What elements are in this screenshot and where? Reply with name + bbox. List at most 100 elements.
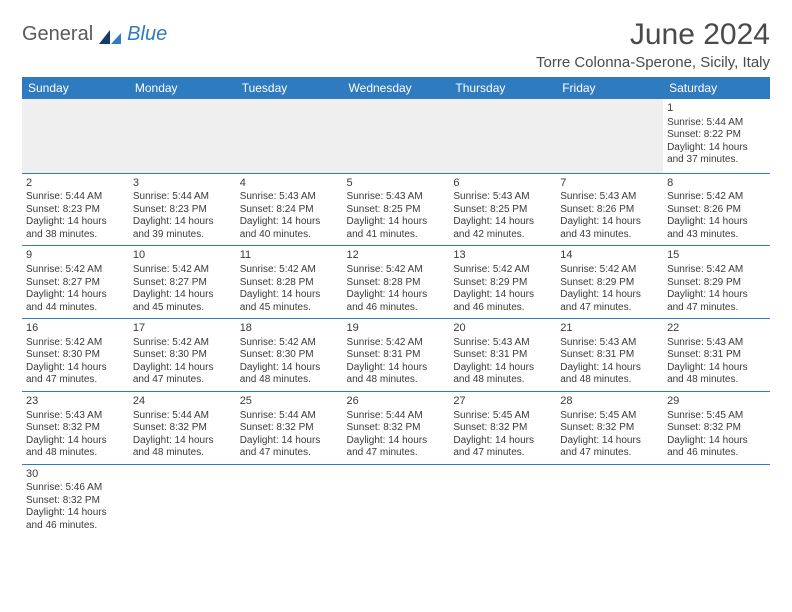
day-sunset: Sunset: 8:29 PM xyxy=(453,277,552,290)
day-number: 11 xyxy=(240,249,339,263)
day-sunrise: Sunrise: 5:43 AM xyxy=(560,191,659,204)
day-day1: Daylight: 14 hours xyxy=(133,289,232,302)
day-day1: Daylight: 14 hours xyxy=(453,216,552,229)
day-sunrise: Sunrise: 5:42 AM xyxy=(453,264,552,277)
day-sunrise: Sunrise: 5:43 AM xyxy=(347,191,446,204)
day-number: 23 xyxy=(26,395,125,409)
day-sunrise: Sunrise: 5:42 AM xyxy=(667,191,766,204)
day-day2: and 37 minutes. xyxy=(667,154,766,167)
empty-cell xyxy=(343,464,450,536)
day-cell: 4Sunrise: 5:43 AMSunset: 8:24 PMDaylight… xyxy=(236,173,343,246)
day-day1: Daylight: 14 hours xyxy=(347,435,446,448)
day-cell: 8Sunrise: 5:42 AMSunset: 8:26 PMDaylight… xyxy=(663,173,770,246)
week-row: 23Sunrise: 5:43 AMSunset: 8:32 PMDayligh… xyxy=(22,391,770,464)
day-sunset: Sunset: 8:32 PM xyxy=(453,422,552,435)
day-sunrise: Sunrise: 5:46 AM xyxy=(26,482,125,495)
day-sunset: Sunset: 8:27 PM xyxy=(133,277,232,290)
day-sunrise: Sunrise: 5:43 AM xyxy=(240,191,339,204)
day-number: 27 xyxy=(453,395,552,409)
day-day2: and 48 minutes. xyxy=(560,374,659,387)
day-sunset: Sunset: 8:31 PM xyxy=(667,349,766,362)
day-sunset: Sunset: 8:28 PM xyxy=(347,277,446,290)
day-sunrise: Sunrise: 5:42 AM xyxy=(26,337,125,350)
day-day2: and 41 minutes. xyxy=(347,229,446,242)
day-sunrise: Sunrise: 5:42 AM xyxy=(133,337,232,350)
empty-cell xyxy=(236,464,343,536)
empty-cell xyxy=(663,464,770,536)
day-day1: Daylight: 14 hours xyxy=(26,289,125,302)
day-sunrise: Sunrise: 5:44 AM xyxy=(133,191,232,204)
day-day2: and 47 minutes. xyxy=(26,374,125,387)
day-day1: Daylight: 14 hours xyxy=(133,216,232,229)
day-number: 16 xyxy=(26,322,125,336)
brand-part2: Blue xyxy=(127,24,167,44)
day-cell: 17Sunrise: 5:42 AMSunset: 8:30 PMDayligh… xyxy=(129,319,236,392)
day-sunrise: Sunrise: 5:43 AM xyxy=(560,337,659,350)
day-day2: and 47 minutes. xyxy=(133,374,232,387)
day-sunrise: Sunrise: 5:42 AM xyxy=(347,337,446,350)
location-subtitle: Torre Colonna-Sperone, Sicily, Italy xyxy=(536,54,770,71)
day-header-row: Sunday Monday Tuesday Wednesday Thursday… xyxy=(22,77,770,99)
day-day1: Daylight: 14 hours xyxy=(133,362,232,375)
day-cell: 26Sunrise: 5:44 AMSunset: 8:32 PMDayligh… xyxy=(343,391,450,464)
day-day2: and 38 minutes. xyxy=(26,229,125,242)
day-day1: Daylight: 14 hours xyxy=(667,216,766,229)
day-day1: Daylight: 14 hours xyxy=(560,435,659,448)
title-block: June 2024 Torre Colonna-Sperone, Sicily,… xyxy=(536,18,770,71)
day-cell: 19Sunrise: 5:42 AMSunset: 8:31 PMDayligh… xyxy=(343,319,450,392)
day-day1: Daylight: 14 hours xyxy=(667,142,766,155)
day-day1: Daylight: 14 hours xyxy=(26,507,125,520)
day-day1: Daylight: 14 hours xyxy=(560,362,659,375)
day-sunrise: Sunrise: 5:42 AM xyxy=(240,264,339,277)
day-day1: Daylight: 14 hours xyxy=(667,289,766,302)
day-sunset: Sunset: 8:26 PM xyxy=(560,204,659,217)
day-cell: 2Sunrise: 5:44 AMSunset: 8:23 PMDaylight… xyxy=(22,173,129,246)
day-day2: and 47 minutes. xyxy=(560,447,659,460)
day-sunset: Sunset: 8:29 PM xyxy=(560,277,659,290)
day-number: 7 xyxy=(560,177,659,191)
day-day2: and 48 minutes. xyxy=(453,374,552,387)
day-day1: Daylight: 14 hours xyxy=(667,435,766,448)
day-sunset: Sunset: 8:28 PM xyxy=(240,277,339,290)
day-cell: 25Sunrise: 5:44 AMSunset: 8:32 PMDayligh… xyxy=(236,391,343,464)
day-day2: and 40 minutes. xyxy=(240,229,339,242)
day-day2: and 43 minutes. xyxy=(560,229,659,242)
day-cell: 29Sunrise: 5:45 AMSunset: 8:32 PMDayligh… xyxy=(663,391,770,464)
day-day2: and 46 minutes. xyxy=(667,447,766,460)
day-day2: and 46 minutes. xyxy=(26,520,125,533)
day-sunrise: Sunrise: 5:44 AM xyxy=(240,410,339,423)
day-sunset: Sunset: 8:30 PM xyxy=(133,349,232,362)
day-sunset: Sunset: 8:32 PM xyxy=(240,422,339,435)
day-cell: 21Sunrise: 5:43 AMSunset: 8:31 PMDayligh… xyxy=(556,319,663,392)
day-sunset: Sunset: 8:23 PM xyxy=(133,204,232,217)
day-day2: and 46 minutes. xyxy=(453,302,552,315)
day-number: 1 xyxy=(667,102,766,116)
day-sunset: Sunset: 8:26 PM xyxy=(667,204,766,217)
day-day1: Daylight: 14 hours xyxy=(560,216,659,229)
day-number: 3 xyxy=(133,177,232,191)
day-day1: Daylight: 14 hours xyxy=(347,289,446,302)
day-day2: and 48 minutes. xyxy=(133,447,232,460)
empty-cell xyxy=(556,464,663,536)
day-cell: 7Sunrise: 5:43 AMSunset: 8:26 PMDaylight… xyxy=(556,173,663,246)
week-row: 30Sunrise: 5:46 AMSunset: 8:32 PMDayligh… xyxy=(22,464,770,536)
day-number: 22 xyxy=(667,322,766,336)
day-cell: 1Sunrise: 5:44 AMSunset: 8:22 PMDaylight… xyxy=(663,99,770,173)
day-cell: 5Sunrise: 5:43 AMSunset: 8:25 PMDaylight… xyxy=(343,173,450,246)
day-number: 30 xyxy=(26,468,125,482)
day-sunset: Sunset: 8:24 PM xyxy=(240,204,339,217)
day-sunrise: Sunrise: 5:43 AM xyxy=(453,337,552,350)
day-sunset: Sunset: 8:25 PM xyxy=(453,204,552,217)
day-sunset: Sunset: 8:32 PM xyxy=(347,422,446,435)
sail-icon xyxy=(99,30,121,44)
day-day1: Daylight: 14 hours xyxy=(26,362,125,375)
day-cell: 20Sunrise: 5:43 AMSunset: 8:31 PMDayligh… xyxy=(449,319,556,392)
day-sunset: Sunset: 8:29 PM xyxy=(667,277,766,290)
day-day2: and 48 minutes. xyxy=(26,447,125,460)
day-day2: and 43 minutes. xyxy=(667,229,766,242)
day-day2: and 42 minutes. xyxy=(453,229,552,242)
day-sunrise: Sunrise: 5:44 AM xyxy=(667,117,766,130)
calendar-page: General Blue June 2024 Torre Colonna-Spe… xyxy=(0,0,792,546)
day-header: Wednesday xyxy=(343,77,450,99)
day-day2: and 47 minutes. xyxy=(347,447,446,460)
